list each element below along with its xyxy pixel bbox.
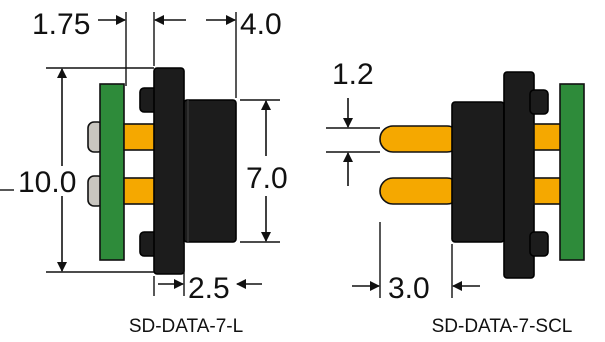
left-caption: SD-DATA-7-L [129, 316, 243, 337]
left-pcb [99, 83, 125, 261]
right-connector [379, 71, 585, 279]
right-dimensions [326, 98, 480, 298]
right-pcb [559, 83, 585, 261]
right-pin-top [379, 125, 461, 153]
left-housing-flange [153, 67, 185, 275]
dim-label-1-75: 1.75 [32, 8, 90, 41]
left-dimensions [0, 12, 280, 296]
dim-label-1-2: 1.2 [332, 58, 374, 91]
right-pin-rear-top [533, 123, 565, 151]
left-pin-top [123, 123, 159, 151]
left-housing-body [183, 99, 237, 243]
dim-label-10-0: 10.0 [18, 166, 76, 199]
dim-label-2-5: 2.5 [188, 272, 230, 305]
dim-label-7-0: 7.0 [246, 162, 288, 195]
dim-label-4-0: 4.0 [240, 8, 282, 41]
right-tab-top [529, 89, 549, 115]
dim-label-3-0: 3.0 [388, 272, 430, 305]
left-connector [87, 67, 237, 275]
right-pin-bottom [379, 177, 461, 205]
right-tab-bottom [529, 231, 549, 257]
left-pin-bottom [123, 177, 159, 205]
right-housing-body [451, 101, 505, 243]
right-caption: SD-DATA-7-SCL [432, 316, 573, 337]
